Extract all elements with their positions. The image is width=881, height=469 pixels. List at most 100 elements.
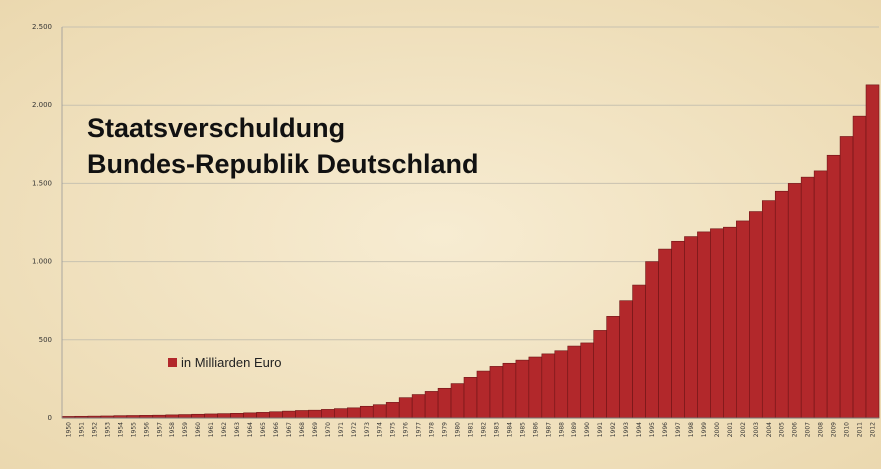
bar-2002 xyxy=(736,220,750,419)
x-tick-label: 1955 xyxy=(130,422,137,437)
bar-1984 xyxy=(502,362,517,419)
x-tick-label: 1977 xyxy=(416,422,423,437)
legend-swatch xyxy=(168,358,177,367)
bar-1968 xyxy=(295,410,309,419)
bar-1996 xyxy=(658,248,672,419)
x-tick-label: 1985 xyxy=(519,422,526,437)
x-tick-label: 1980 xyxy=(455,422,462,437)
bar-1991 xyxy=(593,330,607,419)
x-tick-label: 1975 xyxy=(390,422,397,437)
bar-1995 xyxy=(645,261,659,419)
x-tick-label: 2010 xyxy=(844,422,851,437)
y-tick-label: 0 xyxy=(48,414,52,422)
bar-1969 xyxy=(308,409,322,419)
y-tick-label: 1.500 xyxy=(32,179,52,187)
x-tick-label: 1951 xyxy=(78,422,85,437)
x-tick-label: 1996 xyxy=(662,422,669,437)
x-tick-label: 1962 xyxy=(221,422,228,437)
bar-1998 xyxy=(684,236,698,419)
x-tick-label: 1978 xyxy=(429,422,436,437)
bar-1964 xyxy=(243,412,257,419)
y-tick-label: 500 xyxy=(39,336,52,344)
x-tick-label: 1986 xyxy=(532,422,539,437)
x-tick-label: 1995 xyxy=(649,422,656,437)
bar-1990 xyxy=(580,342,594,419)
bar-1999 xyxy=(697,231,711,419)
legend-label: in Milliarden Euro xyxy=(181,355,281,370)
bar-2004 xyxy=(761,200,776,419)
bar-1979 xyxy=(437,387,452,419)
bar-1966 xyxy=(269,411,283,419)
x-tick-label: 1989 xyxy=(571,422,578,437)
x-tick-label: 1991 xyxy=(597,422,604,437)
x-tick-label: 1983 xyxy=(493,422,500,437)
bar-1992 xyxy=(606,316,620,419)
x-tick-label: 1974 xyxy=(377,422,384,437)
bar-1959 xyxy=(178,414,192,419)
bar-1971 xyxy=(334,408,348,419)
x-tick-label: 2007 xyxy=(805,422,812,437)
bar-1976 xyxy=(398,397,413,419)
bar-2012 xyxy=(865,84,880,419)
bar-2000 xyxy=(710,228,724,419)
legend: in Milliarden Euro xyxy=(168,355,281,370)
bar-2010 xyxy=(839,136,854,419)
x-tick-label: 1979 xyxy=(442,422,449,437)
y-tick-label: 1.000 xyxy=(32,258,52,266)
bar-2007 xyxy=(800,176,815,419)
x-tick-label: 1952 xyxy=(91,422,98,437)
bar-1962 xyxy=(217,413,231,419)
bar-layer xyxy=(61,84,880,419)
x-tick-label: 1960 xyxy=(195,422,202,437)
chart-title-line-1: Staatsverschuldung xyxy=(87,113,345,143)
x-tick-label: 1961 xyxy=(208,422,215,437)
x-tick-label: 2002 xyxy=(740,422,747,437)
x-tick-label: 1988 xyxy=(558,422,565,437)
bar-2011 xyxy=(852,115,867,419)
x-tick-label: 2003 xyxy=(753,422,760,437)
bar-2006 xyxy=(787,183,802,419)
x-tick-label: 1969 xyxy=(312,422,319,437)
bar-2005 xyxy=(774,190,789,419)
axis-layer xyxy=(61,27,879,419)
x-tick-label: 1976 xyxy=(403,422,410,437)
bar-1974 xyxy=(372,404,387,419)
bar-1987 xyxy=(541,353,556,419)
bar-1963 xyxy=(230,413,244,419)
bar-1997 xyxy=(671,240,685,419)
x-tick-label: 1965 xyxy=(260,422,267,437)
bar-1989 xyxy=(567,345,582,419)
x-tick-label: 1956 xyxy=(143,422,150,437)
y-tick-labels: 0 500 1.000 1.500 2.000 2.500 xyxy=(32,23,52,422)
bar-1975 xyxy=(385,402,400,419)
x-tick-label: 1971 xyxy=(338,422,345,437)
x-tick-label: 1999 xyxy=(701,422,708,437)
bar-2008 xyxy=(813,170,828,419)
x-tick-label: 1958 xyxy=(169,422,176,437)
x-tick-label: 1981 xyxy=(468,422,475,437)
bar-1981 xyxy=(463,377,478,419)
x-tick-label: 2009 xyxy=(831,422,838,437)
bar-2003 xyxy=(749,211,763,419)
x-tick-label: 2005 xyxy=(779,422,786,437)
bar-1983 xyxy=(489,366,504,419)
x-tick-label: 2011 xyxy=(857,422,864,437)
bar-1960 xyxy=(191,413,205,419)
x-tick-label: 1957 xyxy=(156,422,163,437)
x-tick-label: 2004 xyxy=(766,422,773,437)
bar-1970 xyxy=(321,409,335,419)
bar-1972 xyxy=(347,407,361,419)
x-tick-label: 2006 xyxy=(792,422,799,437)
bar-1982 xyxy=(476,370,491,419)
x-tick-label: 1966 xyxy=(273,422,280,437)
x-tick-label: 1953 xyxy=(104,422,111,437)
x-tick-label: 1950 xyxy=(65,422,72,437)
chart-title-line-2: Bundes-Republik Deutschland xyxy=(87,149,479,179)
x-tick-label: 1972 xyxy=(351,422,358,437)
x-tick-label: 2001 xyxy=(727,422,734,437)
y-tick-label: 2.000 xyxy=(32,101,52,109)
bar-1967 xyxy=(282,410,296,419)
y-tick-label: 2.500 xyxy=(32,23,52,31)
